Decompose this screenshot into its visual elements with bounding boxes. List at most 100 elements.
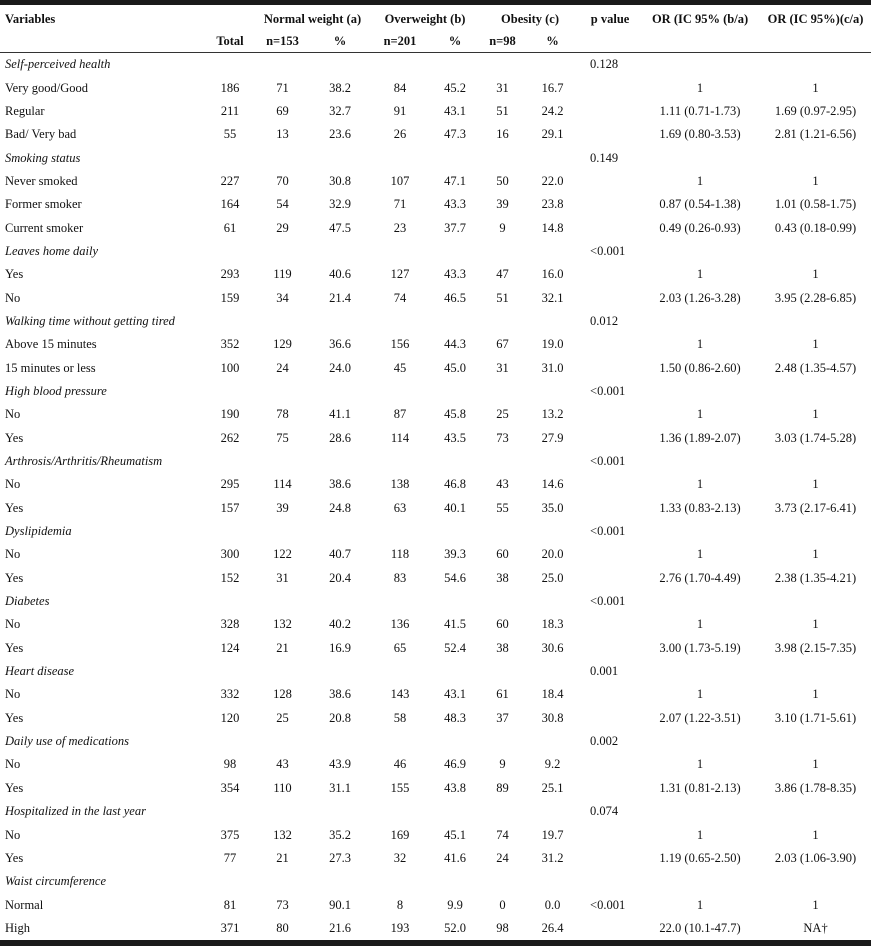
empty-cell: [640, 53, 760, 77]
group-p-value: 0.002: [590, 734, 619, 749]
n-overweight: 65: [393, 640, 407, 655]
n-overweight: 118: [390, 547, 410, 562]
row-label: No: [5, 547, 21, 562]
or-ba: 1: [696, 267, 704, 282]
pct-obesity: 25.1: [541, 780, 564, 795]
pct-overweight: 48.3: [444, 710, 466, 725]
pct-normal: 24.0: [329, 360, 351, 375]
empty-cell: [205, 590, 255, 613]
or-ca: 1: [812, 407, 819, 422]
top-rule: [0, 0, 871, 5]
pct-obesity: 0.0: [544, 897, 561, 912]
group-p-value: 0.074: [590, 804, 619, 819]
group-title: Walking time without getting tired: [5, 313, 175, 328]
pct-overweight: 41.6: [444, 850, 466, 865]
header-overweight: Overweight (b): [384, 11, 466, 26]
group-header-row: Smoking status 0.149: [0, 146, 871, 169]
empty-cell: [255, 146, 310, 169]
total: 332: [220, 687, 240, 702]
empty-cell: [255, 590, 310, 613]
pct-obesity: 26.4: [541, 920, 564, 935]
n-obesity: 16: [496, 127, 509, 142]
empty-cell: [430, 590, 480, 613]
group-p-value: 0.149: [590, 150, 619, 165]
empty-cell: [205, 800, 255, 823]
n-overweight: 63: [393, 500, 407, 515]
pct-obesity: 14.6: [541, 477, 564, 492]
empty-cell: [640, 520, 760, 543]
n-obesity: 67: [496, 337, 509, 352]
header-variables: Variables: [5, 11, 56, 26]
empty-cell: [255, 520, 310, 543]
n-overweight: 32: [393, 850, 407, 865]
empty-cell: [430, 310, 480, 333]
empty-cell: [480, 660, 525, 683]
pct-obesity: 13.2: [541, 407, 564, 422]
pct-overweight: 43.8: [444, 780, 466, 795]
total: 371: [220, 920, 240, 935]
or-ca: 0.43 (0.18-0.99): [774, 220, 857, 235]
empty-cell: [255, 800, 310, 823]
or-ba: 1.33 (0.83-2.13): [659, 500, 741, 515]
or-ba: 22.0 (10.1-47.7): [659, 920, 741, 935]
empty-cell: [205, 870, 255, 893]
row-label: Yes: [5, 710, 24, 725]
table-row: Yes 152 31 20.4 83 54.6 38 25.0 2.76 (1.70-4.49)…: [0, 567, 871, 590]
empty-cell: [640, 660, 760, 683]
empty-cell: [525, 870, 580, 893]
pct-overweight: 41.5: [444, 617, 466, 632]
empty-cell: [205, 660, 255, 683]
pct-overweight: 43.5: [444, 430, 466, 445]
pct-normal: 30.8: [329, 173, 351, 188]
pct-overweight: 43.1: [444, 687, 466, 702]
total: 295: [220, 477, 240, 492]
empty-cell: [370, 590, 430, 613]
p-value: [580, 193, 640, 216]
bottom-rule: [0, 940, 871, 946]
empty-cell: [205, 520, 255, 543]
empty-cell: [525, 450, 580, 473]
n-normal: 73: [276, 897, 289, 912]
n-overweight: 143: [390, 687, 410, 702]
pct-overweight: 54.6: [444, 570, 466, 585]
total: 98: [223, 757, 237, 772]
empty-cell: [205, 240, 255, 263]
header-n-normal: n=153: [255, 30, 310, 53]
pct-normal: 20.4: [329, 570, 351, 585]
row-label: No: [5, 617, 21, 632]
n-obesity: 43: [496, 477, 509, 492]
n-obesity: 51: [496, 290, 509, 305]
empty-cell: [370, 240, 430, 263]
p-value: [580, 917, 640, 940]
table-row: Yes 354 110 31.1 155 43.8 89 25.1 1.31 (0.81-2.1…: [0, 777, 871, 800]
empty-cell: [370, 800, 430, 823]
or-ba: 3.00 (1.73-5.19): [659, 640, 741, 655]
n-overweight: 23: [393, 220, 407, 235]
or-ca: 1: [812, 173, 819, 188]
pct-normal: 21.4: [329, 290, 351, 305]
table-row: Very good/Good 186 71 38.2 84 45.2 31 16.7 1 1: [0, 76, 871, 99]
or-ca: 1: [812, 617, 819, 632]
n-obesity: 38: [496, 570, 509, 585]
or-ca: 2.81 (1.21-6.56): [774, 127, 857, 142]
or-ba: 0.87 (0.54-1.38): [659, 197, 741, 212]
table-row: Regular 211 69 32.7 91 43.1 51 24.2 1.11 (0.71-1…: [0, 100, 871, 123]
empty-cell: [525, 380, 580, 403]
or-ba: 1: [696, 547, 704, 562]
pct-obesity: 29.1: [541, 127, 564, 142]
group-p-value: 0.128: [590, 57, 619, 72]
n-overweight: 155: [390, 780, 410, 795]
row-label: No: [5, 407, 21, 422]
empty-cell: [205, 380, 255, 403]
empty-cell: [310, 53, 370, 77]
pct-normal: 20.8: [329, 710, 351, 725]
empty-cell: [205, 730, 255, 753]
or-ba: 1: [696, 477, 704, 492]
total: 152: [220, 570, 240, 585]
n-obesity: 24: [496, 850, 509, 865]
n-overweight: 127: [390, 267, 410, 282]
or-ca: 3.98 (2.15-7.35): [774, 640, 857, 655]
empty-cell: [430, 660, 480, 683]
table-row: 15 minutes or less 100 24 24.0 45 45.0 31 31.0 1…: [0, 356, 871, 379]
n-normal: 39: [276, 500, 289, 515]
